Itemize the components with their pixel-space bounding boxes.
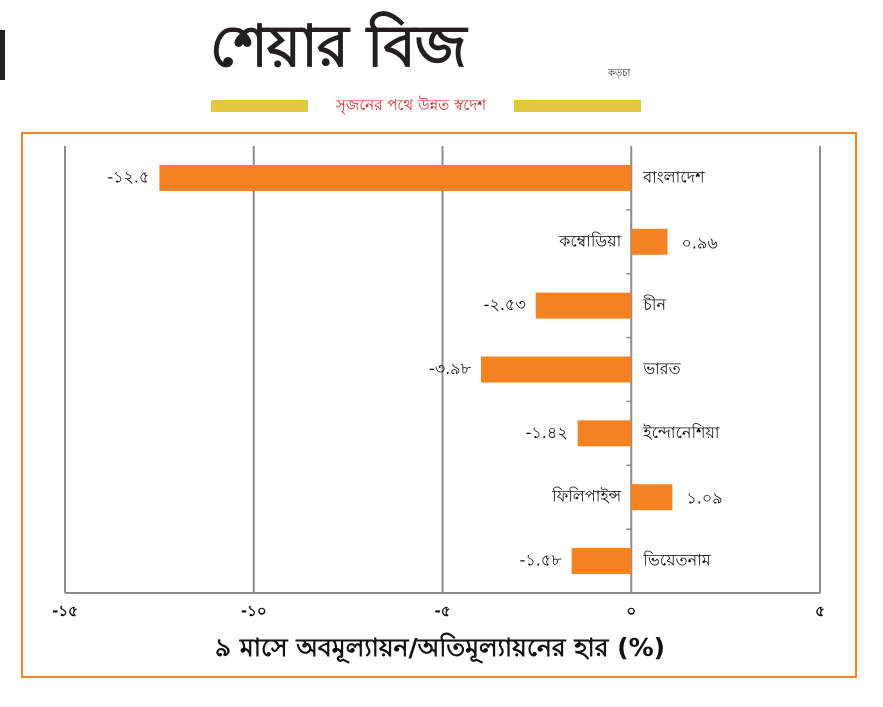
tagline: সৃজনের পথে উন্নত স্বদেশ [335,96,487,114]
tagline-bar-left [211,100,308,112]
bar [571,548,632,575]
edge-mark [0,30,11,80]
value-label: -৩.৯৮ [429,359,472,378]
tick-layer: -১৫ -১০ -৫ ০ ৫ [52,602,825,620]
bar [159,164,632,191]
label-layer: -১২.৫ বাংলাদেশ ০.৯৬ কম্বোডিয়া -২.৫৩ চীন -৩.৯৮… [107,167,722,569]
category-label: ভিয়েতনাম [642,551,712,570]
bar-layer [159,164,673,575]
tagline-bar-right [514,100,641,112]
value-label: -২.৫৩ [484,295,526,314]
value-label: ১.০৯ [686,489,722,508]
category-label: ফিলিপাইন্স [551,487,622,506]
x-tick-label: -১৫ [52,602,78,620]
bar [631,228,668,255]
x-tick-label: ০ [626,602,636,620]
masthead: শেয়ার বিজ কড়চা সৃজনের পথে উন্নত স্বদেশ [0,0,883,125]
value-label: -১.৫৮ [520,551,563,570]
bar [535,292,632,319]
bar [577,420,632,447]
value-label: -১২.৫ [107,167,149,186]
category-label: চীন [642,295,666,314]
x-axis-title: ৯ মাসে অবমূল্যায়ন/অতিমূল্যায়নের হার (%… [214,633,666,662]
chart-frame [21,132,857,678]
category-label: বাংলাদেশ [642,167,705,186]
x-tick-label: -৫ [435,602,451,620]
value-label: -১.৪২ [526,423,568,442]
category-label: ইন্দোনেশিয়া [642,423,720,442]
x-tick-label: ৫ [815,602,825,620]
category-label: ভারত [642,359,681,378]
x-tick-label: -১০ [241,602,267,620]
newspaper-logo: শেয়ার বিজ [210,12,467,80]
bar [631,484,673,511]
value-label: ০.৯৬ [681,233,717,252]
category-label: কম্বোডিয়া [558,231,621,250]
bar [481,356,632,383]
logo-subtext: কড়চা [608,68,631,79]
